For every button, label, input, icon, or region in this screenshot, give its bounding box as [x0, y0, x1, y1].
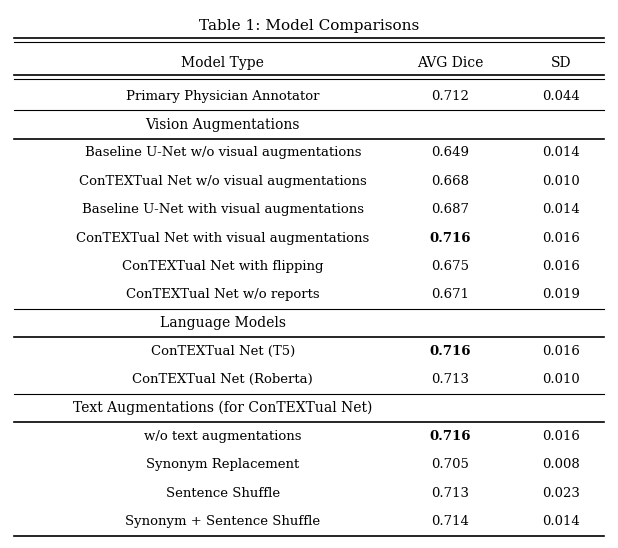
- Text: w/o text augmentations: w/o text augmentations: [144, 430, 302, 443]
- Text: 0.712: 0.712: [431, 90, 470, 103]
- Text: 0.010: 0.010: [543, 175, 580, 188]
- Text: Synonym Replacement: Synonym Replacement: [146, 458, 300, 471]
- Text: Table 1: Model Comparisons: Table 1: Model Comparisons: [199, 19, 419, 33]
- Text: ConTEXTual Net with visual augmentations: ConTEXTual Net with visual augmentations: [76, 231, 370, 244]
- Text: 0.010: 0.010: [543, 373, 580, 386]
- Text: 0.687: 0.687: [431, 203, 470, 216]
- Text: 0.019: 0.019: [543, 288, 580, 301]
- Text: 0.714: 0.714: [431, 515, 470, 528]
- Text: 0.014: 0.014: [543, 146, 580, 159]
- Text: Baseline U-Net with visual augmentations: Baseline U-Net with visual augmentations: [82, 203, 364, 216]
- Text: 0.716: 0.716: [430, 430, 472, 443]
- Text: 0.713: 0.713: [431, 373, 470, 386]
- Text: ConTEXTual Net with flipping: ConTEXTual Net with flipping: [122, 260, 324, 273]
- Text: 0.016: 0.016: [543, 345, 580, 358]
- Text: 0.668: 0.668: [431, 175, 470, 188]
- Text: SD: SD: [551, 56, 572, 70]
- Text: 0.716: 0.716: [430, 345, 472, 358]
- Text: 0.014: 0.014: [543, 203, 580, 216]
- Text: Model Type: Model Type: [182, 56, 265, 70]
- Text: AVG Dice: AVG Dice: [417, 56, 484, 70]
- Text: 0.649: 0.649: [431, 146, 470, 159]
- Text: ConTEXTual Net w/o reports: ConTEXTual Net w/o reports: [126, 288, 320, 301]
- Text: 0.671: 0.671: [431, 288, 470, 301]
- Text: Text Augmentations (for ConTEXTual Net): Text Augmentations (for ConTEXTual Net): [73, 401, 373, 415]
- Text: Sentence Shuffle: Sentence Shuffle: [166, 487, 280, 500]
- Text: 0.713: 0.713: [431, 487, 470, 500]
- Text: ConTEXTual Net w/o visual augmentations: ConTEXTual Net w/o visual augmentations: [79, 175, 366, 188]
- Text: 0.014: 0.014: [543, 515, 580, 528]
- Text: 0.016: 0.016: [543, 430, 580, 443]
- Text: 0.008: 0.008: [543, 458, 580, 471]
- Text: ConTEXTual Net (Roberta): ConTEXTual Net (Roberta): [132, 373, 313, 386]
- Text: ConTEXTual Net (T5): ConTEXTual Net (T5): [151, 345, 295, 358]
- Text: Vision Augmentations: Vision Augmentations: [146, 118, 300, 132]
- Text: 0.023: 0.023: [543, 487, 580, 500]
- Text: 0.705: 0.705: [431, 458, 470, 471]
- Text: 0.016: 0.016: [543, 260, 580, 273]
- Text: Language Models: Language Models: [160, 316, 286, 330]
- Text: Synonym + Sentence Shuffle: Synonym + Sentence Shuffle: [125, 515, 320, 528]
- Text: Primary Physician Annotator: Primary Physician Annotator: [126, 90, 320, 103]
- Text: 0.044: 0.044: [543, 90, 580, 103]
- Text: 0.016: 0.016: [543, 231, 580, 244]
- Text: 0.675: 0.675: [431, 260, 470, 273]
- Text: 0.716: 0.716: [430, 231, 472, 244]
- Text: Baseline U-Net w/o visual augmentations: Baseline U-Net w/o visual augmentations: [85, 146, 361, 159]
